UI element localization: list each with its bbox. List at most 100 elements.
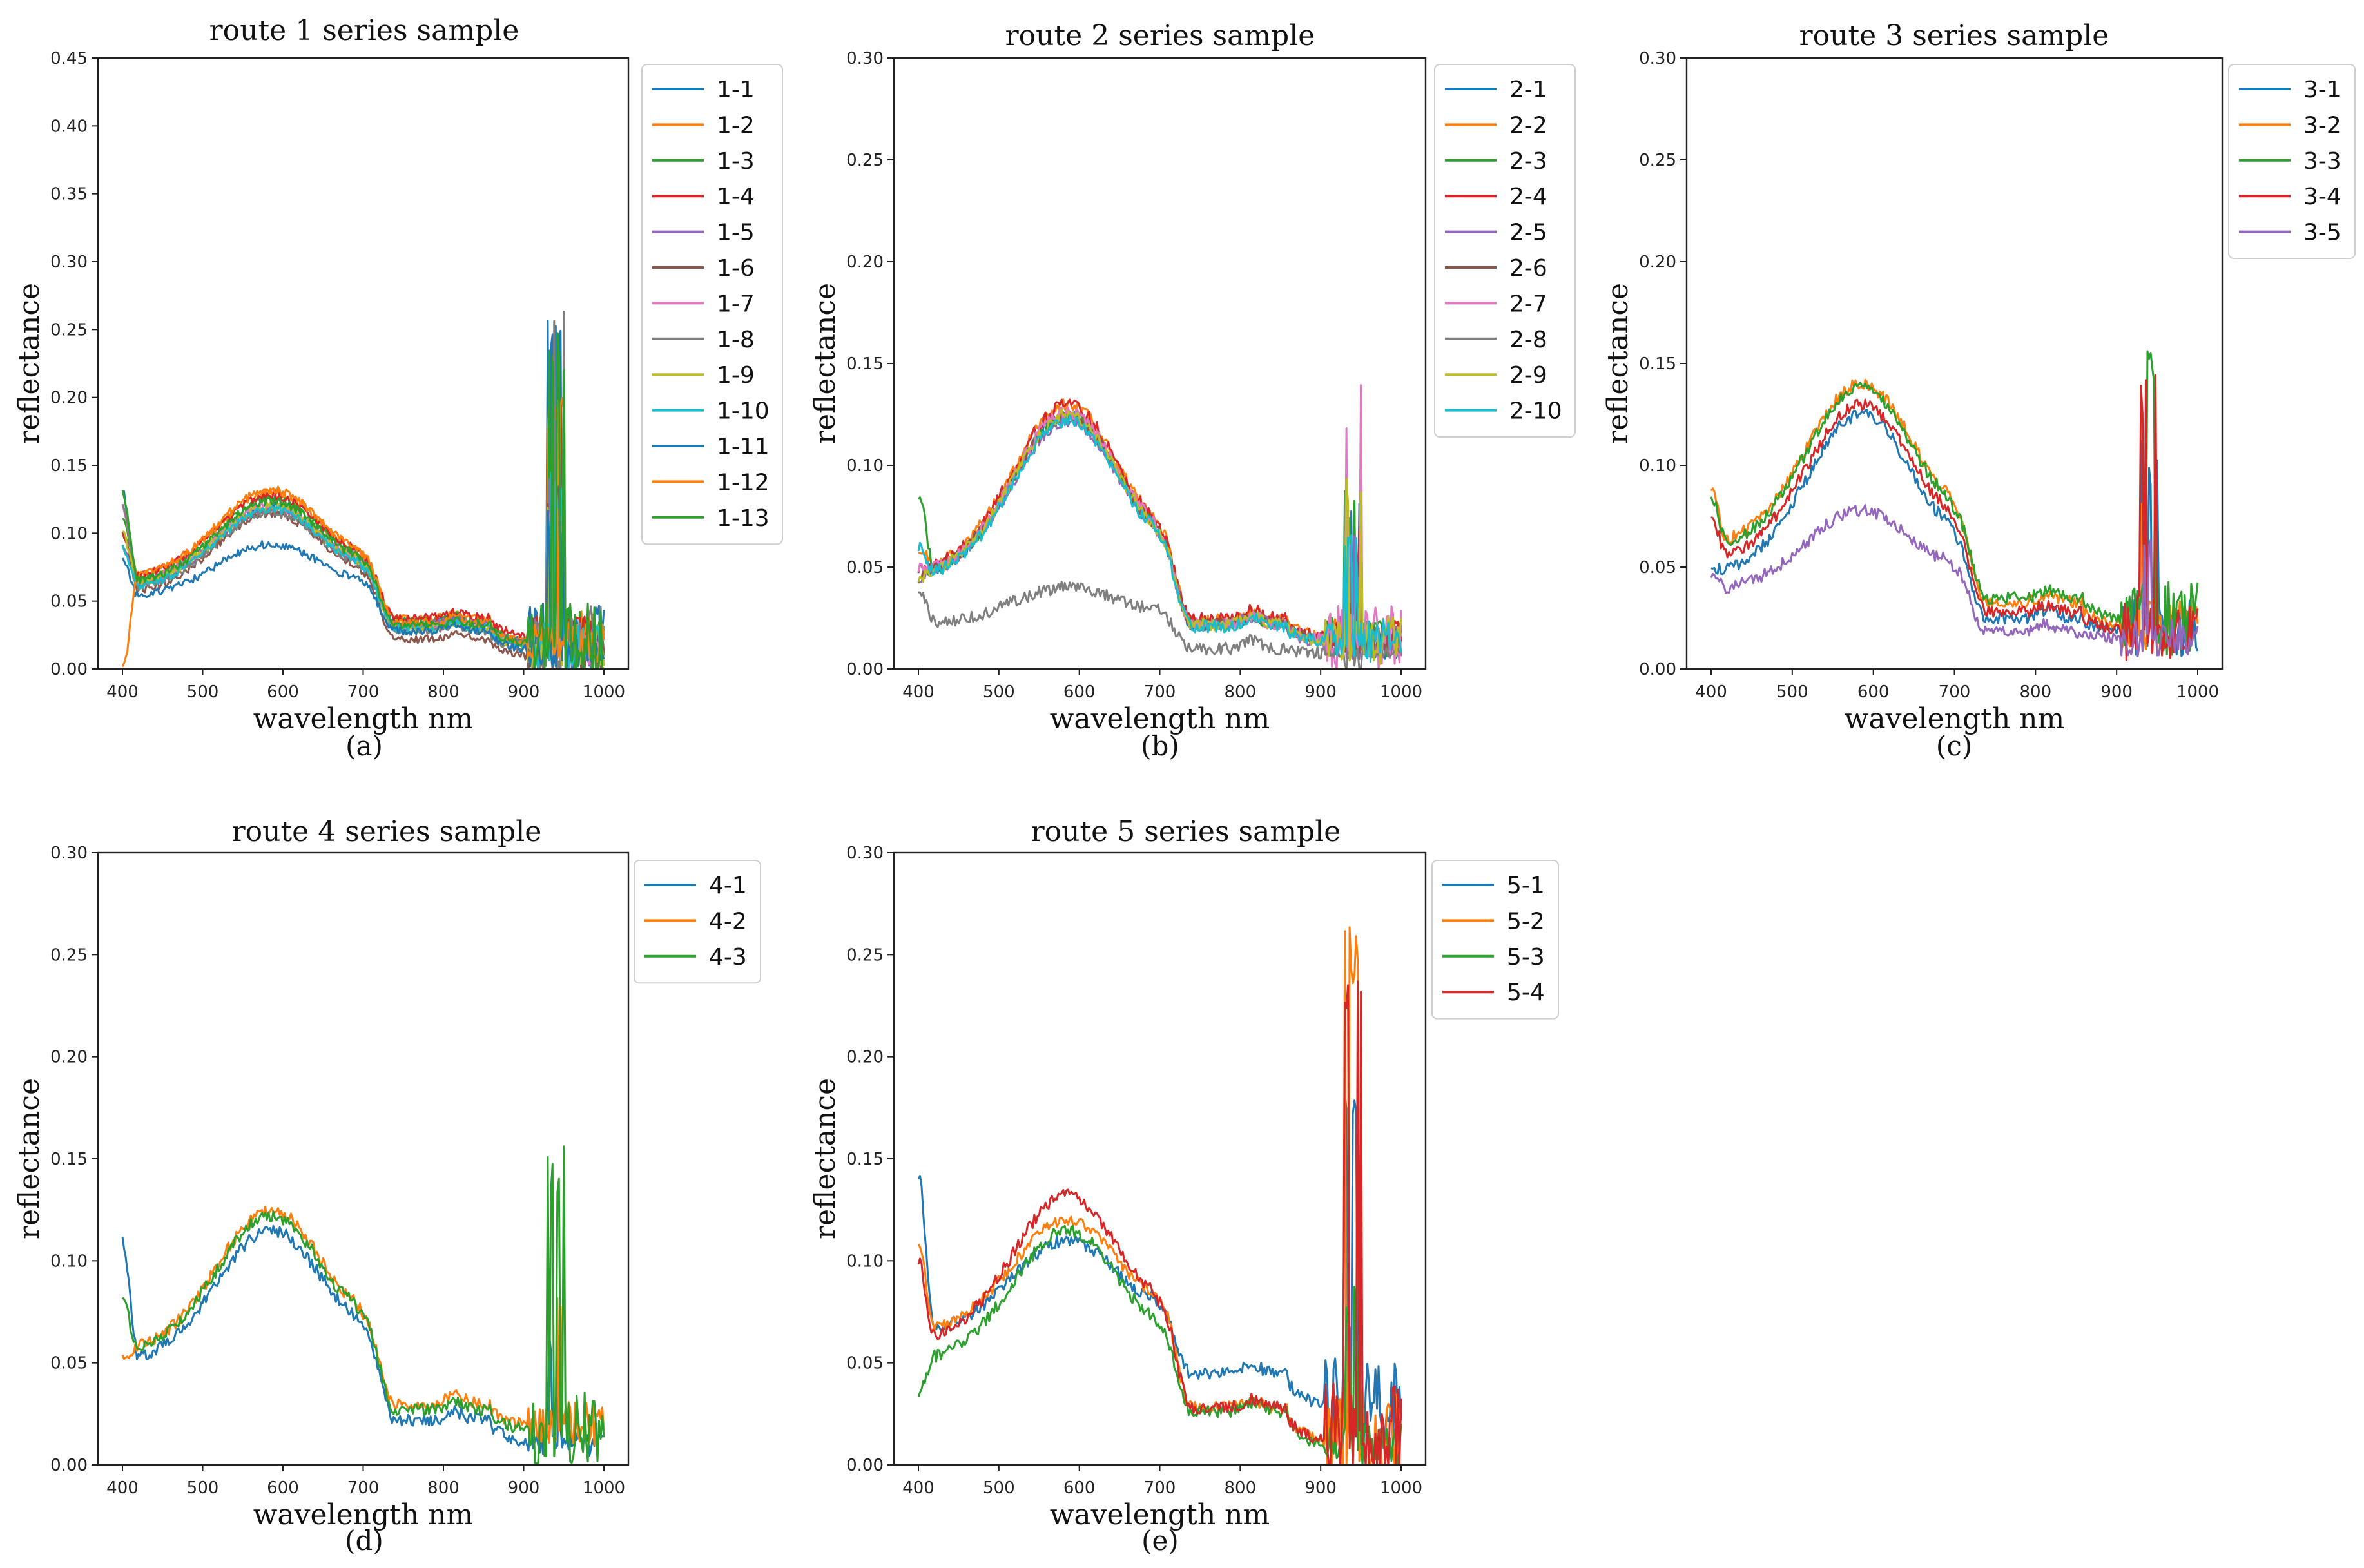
chart-title: route 5 series sample [1031, 815, 1341, 848]
x-tick-label: 500 [983, 1478, 1015, 1498]
legend-label: 4-3 [709, 944, 747, 971]
x-tick-label: 400 [902, 1478, 935, 1498]
series-line-4-2 [121, 1206, 605, 1447]
x-tick-label: 400 [1695, 682, 1727, 702]
x-axis-label: wavelength nm [1845, 702, 2064, 735]
legend-label: 2-6 [1509, 255, 1547, 282]
y-tick-label: 0.00 [50, 1456, 88, 1475]
plot-frame [97, 851, 630, 1466]
chart-caption: (a) [345, 730, 383, 762]
x-tick-label: 800 [1225, 1478, 1257, 1498]
y-tick-label: 0.20 [846, 253, 884, 272]
y-tick-label: 0.10 [50, 1252, 88, 1271]
x-tick-label: 600 [1857, 682, 1890, 702]
legend-label: 3-5 [2303, 220, 2341, 246]
y-axis-label: reflectance [13, 1078, 46, 1239]
series-line-3-5 [1710, 504, 2199, 657]
chart-title: route 1 series sample [209, 14, 519, 47]
chart-caption: (b) [1141, 730, 1179, 762]
x-tick-label: 400 [902, 682, 935, 702]
legend-label: 5-2 [1507, 908, 1545, 934]
legend-label: 1-4 [717, 184, 755, 210]
legend-box [1434, 64, 1576, 438]
x-tick-label: 1000 [583, 1478, 625, 1498]
y-tick-label: 0.20 [50, 1048, 88, 1067]
x-tick-label: 1000 [2176, 682, 2219, 702]
x-tick-label: 400 [106, 1478, 139, 1498]
series-line-5-1 [917, 1091, 1402, 1449]
legend-label: 1-7 [717, 291, 755, 317]
legend-label: 3-1 [2303, 77, 2341, 103]
plot-frame [1685, 57, 2224, 670]
legend-label: 3-4 [2303, 184, 2341, 210]
x-tick-label: 500 [187, 1478, 219, 1498]
y-tick-label: 0.00 [50, 660, 88, 679]
y-tick-label: 0.10 [1639, 456, 1676, 476]
x-tick-label: 700 [347, 682, 380, 702]
chart-title: route 2 series sample [1005, 19, 1315, 52]
plot-frame [97, 57, 630, 670]
x-tick-label: 1000 [1380, 1478, 1422, 1498]
chart-panel-5: route 5 series sample (e)wavelength nm ref… [809, 815, 1559, 1556]
y-tick-label: 0.15 [846, 1150, 884, 1169]
series-line-2-10 [917, 414, 1402, 663]
y-tick-label: 0.40 [50, 117, 88, 136]
legend-box [634, 860, 761, 984]
x-tick-label: 800 [1225, 682, 1257, 702]
legend-label: 1-2 [717, 112, 755, 139]
y-tick-label: 0.20 [1639, 253, 1676, 272]
legend-label: 3-2 [2303, 112, 2341, 139]
chart-caption: (e) [1141, 1525, 1179, 1556]
legend-label: 2-10 [1509, 398, 1562, 425]
y-tick-label: 0.30 [50, 844, 88, 863]
x-tick-label: 500 [983, 682, 1015, 702]
x-axis-label: wavelength nm [1050, 702, 1270, 735]
chart-panel-4: route 4 series sample (d)wavelength nm ref… [13, 815, 761, 1556]
legend-label: 1-8 [717, 327, 755, 353]
legend-label: 3-3 [2303, 148, 2341, 175]
y-tick-label: 0.25 [50, 945, 88, 965]
chart-panel-1: route 1 series sample (a)wavelength nm ref… [13, 14, 783, 762]
x-tick-label: 700 [1144, 1478, 1176, 1498]
legend-label: 2-2 [1509, 112, 1547, 139]
x-tick-label: 600 [1063, 682, 1096, 702]
legend-label: 2-1 [1509, 77, 1547, 103]
chart-title: route 4 series sample [232, 815, 542, 848]
y-tick-label: 0.00 [1639, 660, 1676, 679]
x-tick-label: 900 [1304, 682, 1337, 702]
series-line-5-3 [917, 1224, 1402, 1465]
y-tick-label: 0.05 [50, 592, 88, 612]
y-tick-label: 0.10 [50, 524, 88, 543]
x-tick-label: 900 [508, 1478, 540, 1498]
y-tick-label: 0.30 [50, 253, 88, 272]
legend-label: 1-12 [717, 469, 770, 496]
y-tick-label: 0.05 [846, 558, 884, 577]
x-tick-label: 900 [2100, 682, 2133, 702]
x-tick-label: 500 [1776, 682, 1808, 702]
y-tick-label: 0.15 [50, 1150, 88, 1169]
y-tick-label: 0.05 [1639, 558, 1676, 577]
y-tick-label: 0.25 [1639, 151, 1676, 170]
x-axis-label: wavelength nm [253, 1498, 473, 1531]
y-tick-label: 0.30 [1639, 49, 1676, 68]
y-tick-label: 0.25 [846, 945, 884, 965]
x-tick-label: 900 [1304, 1478, 1337, 1498]
y-tick-label: 0.15 [846, 354, 884, 374]
legend-label: 2-8 [1509, 327, 1547, 353]
series-line-1-6 [122, 485, 605, 669]
x-tick-label: 500 [187, 682, 219, 702]
plot-frame [893, 57, 1427, 670]
y-tick-label: 0.00 [846, 1456, 884, 1475]
legend-label: 2-7 [1509, 291, 1547, 317]
legend-label: 1-11 [717, 434, 770, 460]
y-tick-label: 0.25 [846, 151, 884, 170]
series-line-1-12 [121, 485, 605, 668]
chart-panel-3: route 3 series sample (c)wavelength nm ref… [1602, 19, 2356, 762]
legend-label: 4-2 [709, 908, 747, 934]
legend-label: 2-3 [1509, 148, 1547, 175]
y-axis-label: reflectance [1602, 283, 1634, 444]
series-line-1-13 [121, 332, 605, 669]
series-line-2-9 [917, 408, 1402, 665]
x-tick-label: 600 [267, 682, 299, 702]
legend-label: 5-4 [1507, 980, 1545, 1006]
